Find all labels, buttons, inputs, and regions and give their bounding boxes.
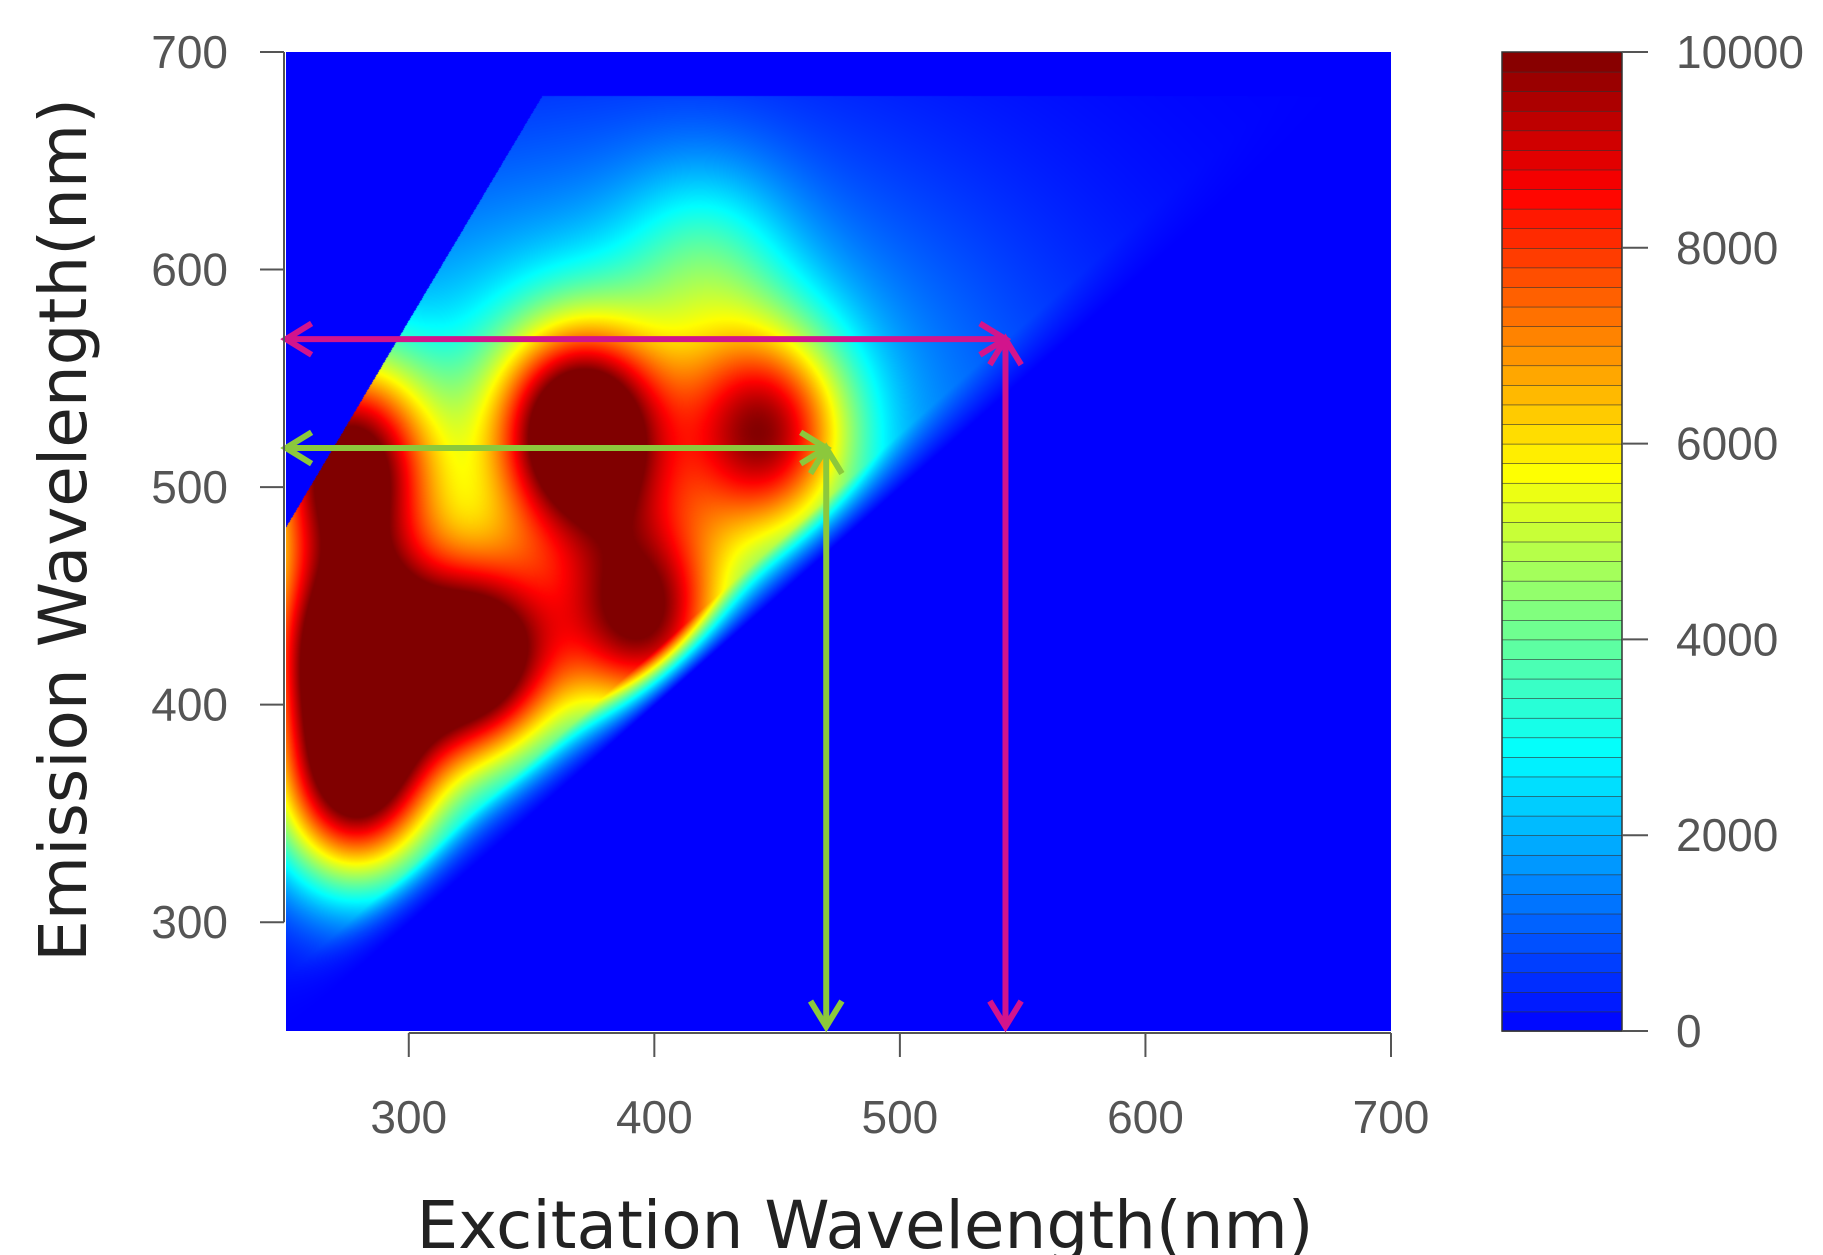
annotation-arrowhead (807, 442, 845, 476)
colorbar-band (1501, 776, 1623, 797)
heatmap-image (286, 52, 1391, 1031)
colorbar-band (1501, 658, 1623, 680)
x-tick-label: 700 (1353, 1091, 1430, 1143)
x-axis: 300 400 500 600 700 (370, 1032, 1430, 1143)
y-axis: 300 400 500 600 700 (151, 26, 285, 948)
colorbar-band (1501, 991, 1623, 1013)
colorbar-band (1501, 384, 1623, 406)
colorbar-band (1501, 502, 1623, 523)
colorbar-band (1501, 267, 1623, 288)
colorbar-tick-label: 0 (1676, 1005, 1702, 1057)
colorbar-band (1501, 854, 1623, 876)
heatmap-layer (286, 52, 1391, 1031)
colorbar-band (1501, 149, 1623, 171)
colorbar-band (1501, 188, 1623, 210)
x-axis-title: Excitation Wavelength(nm) (416, 1187, 1313, 1255)
colorbar-band (1501, 834, 1623, 856)
colorbar-band (1501, 795, 1623, 817)
colorbar-band (1501, 874, 1623, 895)
colorbar-band (1501, 71, 1623, 92)
colorbar-band (1501, 599, 1623, 621)
x-tick-label: 600 (1107, 1091, 1184, 1143)
x-tick-label: 500 (862, 1091, 939, 1143)
colorbar-tick-label: 4000 (1676, 613, 1778, 665)
colorbar-band (1501, 619, 1623, 641)
colorbar-band (1501, 541, 1623, 562)
colorbar-band (1501, 971, 1623, 993)
annotation-arrowhead (987, 999, 1024, 1033)
colorbar-band (1501, 306, 1623, 327)
y-tick-label: 600 (151, 244, 228, 296)
colorbar-band (1501, 717, 1623, 739)
y-tick-label: 300 (151, 896, 228, 948)
colorbar-band (1501, 756, 1623, 778)
colorbar-band (1501, 325, 1623, 347)
colorbar-band (1501, 423, 1623, 445)
colorbar-band (1501, 482, 1623, 504)
y-tick-label: 400 (151, 679, 228, 731)
colorbar-band (1501, 247, 1623, 269)
annotation-arrowhead (807, 999, 845, 1033)
colorbar-band (1501, 130, 1623, 151)
annotation-layer (280, 320, 1024, 1033)
colorbar-tick-label: 2000 (1676, 809, 1778, 861)
colorbar-frame (1501, 51, 1623, 1032)
colorbar-band (1501, 1011, 1623, 1032)
colorbar-band (1501, 580, 1623, 602)
colorbar-band (1501, 913, 1623, 934)
colorbar-band (1501, 51, 1623, 73)
colorbar-band (1501, 208, 1623, 230)
colorbar-tick-label: 8000 (1676, 222, 1778, 274)
annotation-arrowhead (280, 429, 314, 467)
colorbar-band (1501, 560, 1623, 582)
colorbar-tick-label: 10000 (1676, 26, 1804, 78)
colorbar-band (1501, 169, 1623, 190)
colorbar-band (1501, 364, 1623, 386)
colorbar-band (1501, 932, 1623, 954)
colorbar-tick-label: 6000 (1676, 418, 1778, 470)
colorbar-band (1501, 90, 1623, 112)
colorbar-band (1501, 815, 1623, 836)
colorbar-band (1501, 678, 1623, 699)
colorbar-band (1501, 697, 1623, 719)
colorbar-band (1501, 736, 1623, 758)
colorbar-band (1501, 404, 1623, 425)
colorbar-band (1501, 462, 1623, 484)
annotation-arrowhead (280, 320, 314, 358)
colorbar-band (1501, 345, 1623, 367)
colorbar-band (1501, 893, 1623, 915)
colorbar-band (1501, 110, 1623, 132)
colorbar: 0 2000 4000 6000 8000 10000 (1501, 26, 1804, 1057)
colorbar-band (1501, 286, 1623, 308)
annotation-arrowhead (987, 333, 1024, 367)
x-tick-label: 300 (370, 1091, 447, 1143)
colorbar-band (1501, 639, 1623, 660)
plot-area (280, 52, 1391, 1033)
y-axis-title: Emission Wavelength(nm) (25, 98, 102, 962)
colorbar-band (1501, 521, 1623, 543)
colorbar-band (1501, 443, 1623, 464)
colorbar-band (1501, 227, 1623, 249)
colorbar-band (1501, 952, 1623, 974)
y-tick-label: 700 (151, 26, 228, 78)
x-tick-label: 400 (616, 1091, 693, 1143)
y-tick-label: 500 (151, 461, 228, 513)
